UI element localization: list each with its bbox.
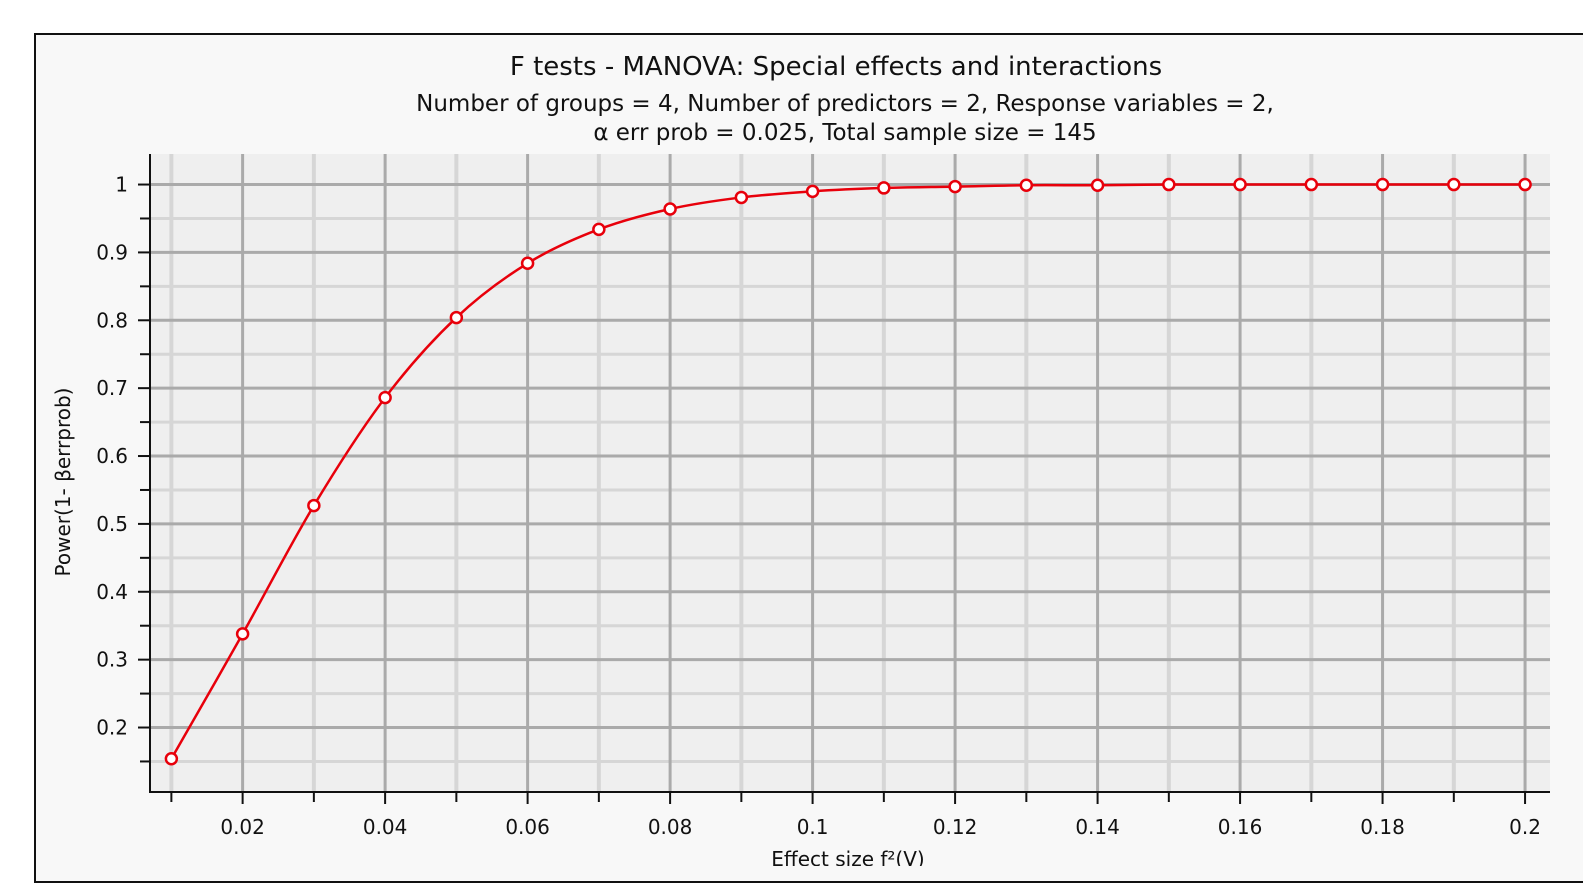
x-tick-label: 0.16 bbox=[1218, 815, 1263, 839]
x-tick-label: 0.06 bbox=[505, 815, 550, 839]
y-tick-label: 0.3 bbox=[96, 648, 128, 672]
data-point bbox=[1518, 177, 1532, 192]
chart-subtitle-line-2: α err prob = 0.025, Total sample size = … bbox=[593, 120, 1096, 146]
y-tick-label: 0.5 bbox=[96, 512, 128, 536]
data-point bbox=[1304, 177, 1319, 192]
plot-area bbox=[150, 154, 1550, 792]
y-tick-label: 1 bbox=[115, 173, 128, 197]
data-point bbox=[1019, 178, 1034, 192]
x-axis-label: Effect size f²(V) bbox=[771, 847, 924, 866]
y-tick-label: 0.6 bbox=[96, 444, 128, 468]
x-tick-label: 0.02 bbox=[220, 815, 265, 839]
y-tick-label: 0.7 bbox=[96, 376, 128, 400]
x-tick-label: 0.12 bbox=[933, 815, 978, 839]
data-point bbox=[235, 627, 250, 641]
ticks-layer: 0.2 0.3 0.4 0.5 0.6 0.7 0.8 0.9 1 0.02 0.04 0.06 0.0… bbox=[96, 173, 1541, 839]
data-point bbox=[805, 184, 820, 199]
data-point bbox=[164, 751, 179, 766]
data-point bbox=[520, 256, 535, 271]
x-tick-label: 0.04 bbox=[363, 815, 408, 839]
data-point bbox=[449, 310, 464, 325]
y-tick-label: 0.8 bbox=[96, 308, 128, 332]
y-axis-label: Power(1- βerrprob) bbox=[51, 388, 75, 577]
series-layer bbox=[164, 177, 1532, 766]
axes-layer bbox=[149, 154, 1550, 793]
grid-layer bbox=[150, 154, 1550, 792]
x-tick-label: 0.14 bbox=[1075, 815, 1120, 839]
data-point bbox=[1090, 178, 1105, 192]
data-point bbox=[1447, 177, 1461, 192]
data-point bbox=[307, 498, 321, 513]
y-tick-label: 0.4 bbox=[96, 580, 128, 604]
x-tick-label: 0.08 bbox=[648, 815, 693, 839]
x-tick-label: 0.18 bbox=[1360, 815, 1405, 839]
x-tick-label: 0.2 bbox=[1509, 815, 1541, 839]
data-point bbox=[734, 190, 749, 205]
chart-subtitle-line-1: Number of groups = 4, Number of predicto… bbox=[416, 91, 1274, 117]
data-point bbox=[877, 181, 891, 195]
y-tick-label: 0.2 bbox=[96, 716, 128, 740]
data-point bbox=[948, 179, 962, 194]
y-tick-label: 0.9 bbox=[96, 240, 128, 264]
data-point bbox=[1375, 177, 1390, 192]
x-tick-label: 0.1 bbox=[797, 815, 829, 839]
data-point bbox=[592, 222, 606, 237]
data-point bbox=[1162, 177, 1176, 192]
chart-title: F tests - MANOVA: Special effects and in… bbox=[510, 52, 1162, 82]
data-point bbox=[663, 202, 677, 216]
data-point bbox=[1233, 177, 1247, 192]
data-point bbox=[378, 390, 392, 405]
